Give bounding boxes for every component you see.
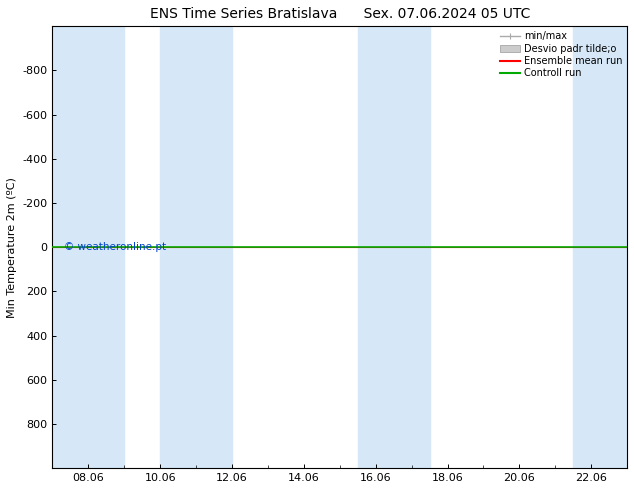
Bar <box>160 26 232 468</box>
Title: ENS Time Series Bratislava      Sex. 07.06.2024 05 UTC: ENS Time Series Bratislava Sex. 07.06.20… <box>150 7 530 21</box>
Bar <box>53 26 124 468</box>
Y-axis label: Min Temperature 2m (ºC): Min Temperature 2m (ºC) <box>7 177 17 318</box>
Text: © weatheronline.pt: © weatheronline.pt <box>64 242 166 252</box>
Legend: min/max, Desvio padr tilde;o, Ensemble mean run, Controll run: min/max, Desvio padr tilde;o, Ensemble m… <box>498 29 624 80</box>
Bar <box>358 26 430 468</box>
Bar <box>573 26 627 468</box>
